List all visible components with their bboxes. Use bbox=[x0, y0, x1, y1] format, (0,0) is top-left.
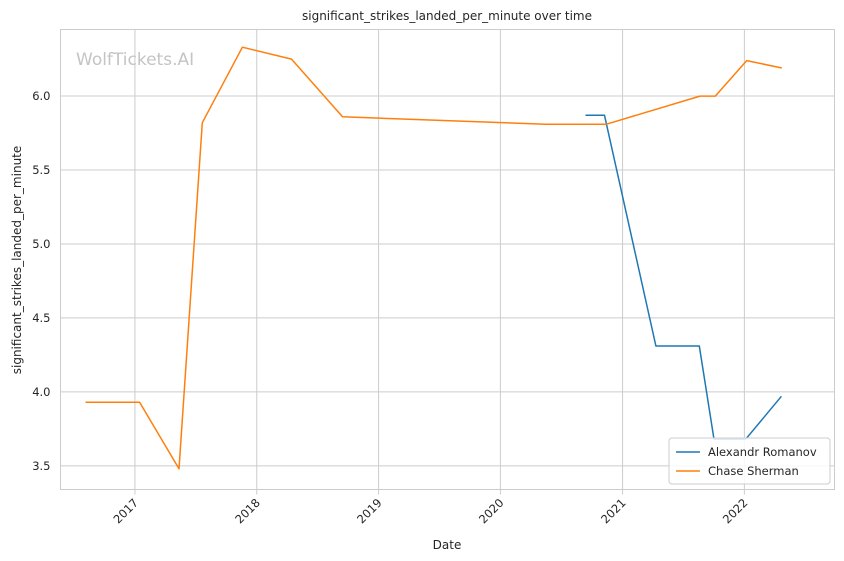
watermark: WolfTickets.AI bbox=[76, 50, 194, 70]
plot-frame bbox=[60, 29, 835, 490]
y-tick-label-4.5: 4.5 bbox=[32, 311, 50, 325]
y-tick-label-3.5: 3.5 bbox=[32, 459, 50, 473]
legend-box bbox=[668, 437, 831, 485]
y-axis-ticks: 3.5 4.0 4.5 5.0 5.5 6.0 bbox=[32, 89, 50, 473]
legend: Alexandr Romanov Chase Sherman bbox=[668, 437, 831, 485]
series-line-chase-sherman bbox=[85, 46, 782, 470]
chart-title: significant_strikes_landed_per_minute ov… bbox=[302, 9, 592, 23]
legend-label-chase-sherman: Chase Sherman bbox=[708, 464, 799, 478]
y-tick-label-6.0: 6.0 bbox=[32, 89, 50, 103]
y-axis-label: significant_strikes_landed_per_minute bbox=[10, 146, 24, 375]
y-tick-label-5.0: 5.0 bbox=[32, 237, 50, 251]
legend-label-alexandr-romanov: Alexandr Romanov bbox=[708, 445, 817, 459]
x-axis-label: Date bbox=[433, 538, 462, 552]
y-tick-label-4.0: 4.0 bbox=[32, 385, 50, 399]
y-tick-label-5.5: 5.5 bbox=[32, 163, 50, 177]
